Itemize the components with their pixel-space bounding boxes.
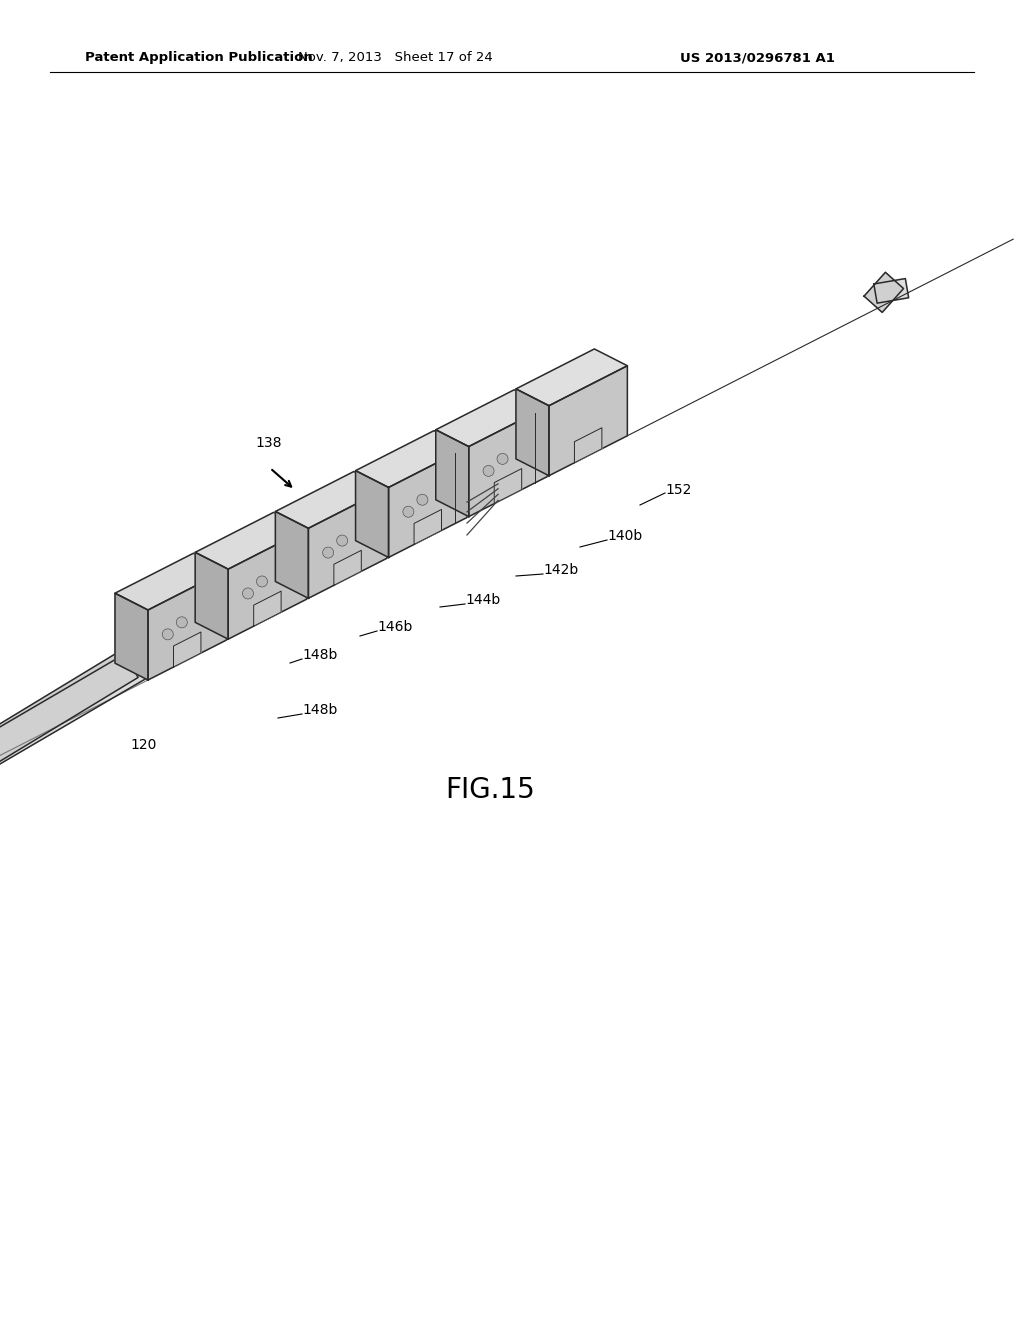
Polygon shape: [254, 591, 282, 626]
Circle shape: [337, 535, 348, 546]
Polygon shape: [115, 553, 226, 610]
Polygon shape: [873, 279, 908, 304]
Circle shape: [256, 576, 267, 587]
Polygon shape: [469, 407, 547, 516]
Text: 148b: 148b: [302, 648, 337, 663]
Polygon shape: [864, 272, 903, 313]
Polygon shape: [516, 389, 549, 475]
Circle shape: [176, 616, 187, 628]
Polygon shape: [414, 510, 441, 544]
Polygon shape: [355, 430, 467, 487]
Polygon shape: [355, 471, 388, 557]
Circle shape: [162, 628, 173, 640]
Polygon shape: [495, 469, 521, 503]
Text: Patent Application Publication: Patent Application Publication: [85, 51, 312, 65]
Text: 148b: 148b: [302, 704, 337, 717]
Polygon shape: [148, 570, 226, 680]
Polygon shape: [436, 389, 547, 446]
Polygon shape: [228, 529, 306, 639]
Text: 146b: 146b: [377, 620, 413, 634]
Polygon shape: [334, 550, 361, 585]
Text: Nov. 7, 2013   Sheet 17 of 24: Nov. 7, 2013 Sheet 17 of 24: [298, 51, 493, 65]
Polygon shape: [388, 447, 467, 557]
Circle shape: [323, 546, 334, 558]
Polygon shape: [275, 471, 387, 528]
Polygon shape: [516, 348, 628, 405]
Circle shape: [402, 507, 414, 517]
Circle shape: [417, 494, 428, 506]
Text: 152: 152: [665, 483, 691, 498]
Text: US 2013/0296781 A1: US 2013/0296781 A1: [680, 51, 835, 65]
Polygon shape: [0, 649, 138, 837]
Text: 140b: 140b: [607, 529, 642, 543]
Text: 144b: 144b: [465, 593, 501, 607]
Polygon shape: [275, 511, 308, 598]
Polygon shape: [196, 512, 306, 569]
Text: 138: 138: [255, 436, 282, 450]
Polygon shape: [574, 428, 602, 463]
Polygon shape: [308, 488, 387, 598]
Text: 120: 120: [130, 738, 157, 752]
Polygon shape: [549, 366, 628, 475]
Polygon shape: [436, 430, 469, 516]
Polygon shape: [196, 552, 228, 639]
Circle shape: [243, 587, 254, 599]
Text: FIG.15: FIG.15: [445, 776, 535, 804]
Text: 150: 150: [563, 378, 590, 392]
Circle shape: [497, 453, 508, 465]
Circle shape: [483, 466, 494, 477]
Polygon shape: [115, 593, 148, 680]
Text: 142b: 142b: [543, 564, 579, 577]
Polygon shape: [0, 647, 153, 837]
Polygon shape: [173, 632, 201, 667]
